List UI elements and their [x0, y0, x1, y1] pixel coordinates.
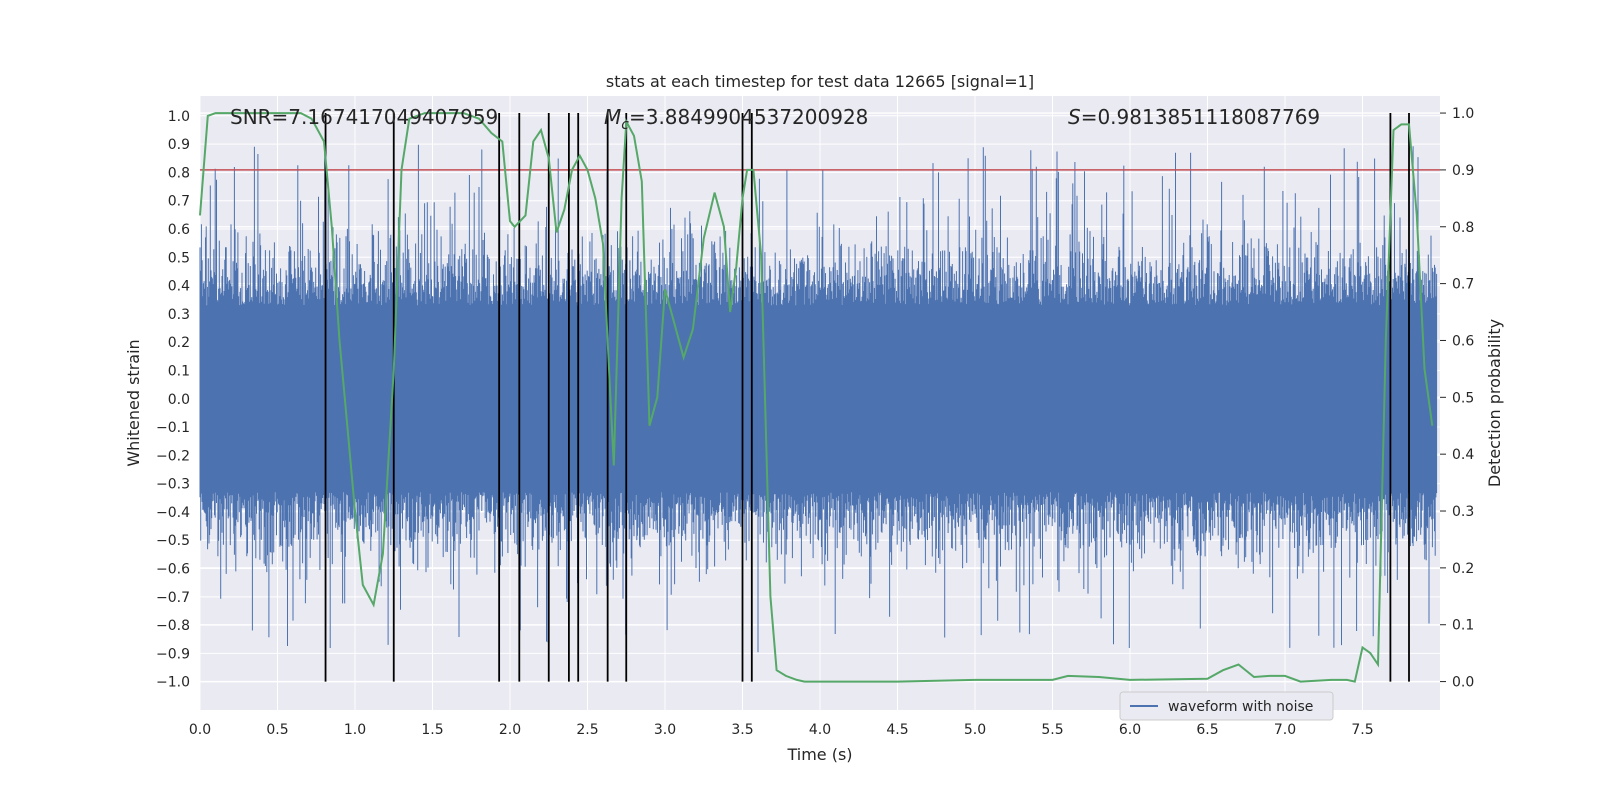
- x-tick-label: 4.5: [886, 722, 908, 738]
- y-left-axis-label: Whitened strain: [124, 339, 143, 466]
- y-right-tick-label: 0.7: [1452, 277, 1474, 293]
- x-tick-labels: 0.0 0.5 1.0 1.5 2.0 2.5 3.0 3.5 4.0 4.5 5.0 5.5 6.0 6…: [189, 722, 1374, 738]
- chart-title: stats at each timestep for test data 126…: [606, 72, 1034, 91]
- legend-label: waveform with noise: [1168, 699, 1313, 715]
- y-right-tick-label: 0.9: [1452, 163, 1474, 179]
- y-right-tick-label: 1.0: [1452, 106, 1474, 122]
- y-left-tick-label: 0.5: [168, 250, 190, 266]
- y-left-tick-label: −0.9: [156, 646, 190, 662]
- x-tick-label: 3.0: [654, 722, 676, 738]
- y-left-tick-label: 0.0: [168, 392, 190, 408]
- y-left-tick-label: −1.0: [156, 675, 190, 691]
- x-tick-label: 0.5: [266, 722, 288, 738]
- y-left-tick-label: 0.9: [168, 137, 190, 153]
- mc-annotation: Mc=3.8849904537200928: [604, 105, 868, 133]
- y-left-tick-label: 0.8: [168, 165, 190, 181]
- y-right-tick-label: 0.6: [1452, 333, 1474, 349]
- y-left-tick-label: 0.3: [168, 307, 190, 323]
- y-right-tick-labels: 1.0 0.9 0.8 0.7 0.6 0.5 0.4 0.3 0.2 0.1 0.0: [1440, 106, 1474, 691]
- x-tick-label: 1.5: [421, 722, 443, 738]
- x-tick-label: 7.0: [1274, 722, 1296, 738]
- y-left-tick-label: 0.4: [168, 279, 190, 295]
- y-left-tick-label: −0.5: [156, 533, 190, 549]
- y-left-tick-label: −0.7: [156, 590, 190, 606]
- y-right-tick-label: 0.2: [1452, 561, 1474, 577]
- x-tick-label: 7.5: [1351, 722, 1373, 738]
- y-right-tick-label: 0.5: [1452, 390, 1474, 406]
- y-left-tick-label: 0.7: [168, 194, 190, 210]
- y-right-axis-label: Detection probability: [1485, 319, 1504, 487]
- y-left-tick-label: −0.3: [156, 477, 190, 493]
- x-tick-label: 2.0: [499, 722, 521, 738]
- x-tick-label: 5.0: [964, 722, 986, 738]
- y-left-tick-labels: 1.0 0.9 0.8 0.7 0.6 0.5 0.4 0.3 0.2 0.1 0.0 −0.1 −0.…: [156, 109, 190, 691]
- snr-annotation: SNR=7.167417049407959: [230, 105, 498, 129]
- legend: waveform with noise: [1119, 691, 1334, 721]
- x-tick-label: 2.5: [576, 722, 598, 738]
- x-tick-label: 1.0: [344, 722, 366, 738]
- y-right-tick-label: 0.8: [1452, 220, 1474, 236]
- x-tick-label: 5.5: [1041, 722, 1063, 738]
- legend-box: [1119, 691, 1334, 721]
- y-left-tick-label: 1.0: [168, 109, 190, 125]
- y-right-tick-label: 0.3: [1452, 504, 1474, 520]
- x-tick-label: 0.0: [189, 722, 211, 738]
- y-right-tick-label: 0.4: [1452, 447, 1474, 463]
- y-left-tick-label: −0.8: [156, 618, 190, 634]
- s-annotation: S=0.9813851118087769: [1068, 105, 1320, 129]
- x-tick-label: 3.5: [731, 722, 753, 738]
- y-left-tick-label: 0.1: [168, 363, 190, 379]
- x-tick-label: 4.0: [809, 722, 831, 738]
- y-right-tick-label: 0.0: [1452, 675, 1474, 691]
- x-tick-label: 6.0: [1119, 722, 1141, 738]
- y-left-tick-label: 0.6: [168, 222, 190, 238]
- y-left-tick-label: 0.2: [168, 335, 190, 351]
- y-left-tick-label: −0.2: [156, 448, 190, 464]
- detection-probability-line: [199, 112, 1434, 683]
- y-left-tick-label: −0.1: [156, 420, 190, 436]
- x-tick-label: 6.5: [1196, 722, 1218, 738]
- y-left-tick-label: −0.6: [156, 562, 190, 578]
- y-right-tick-label: 0.1: [1452, 618, 1474, 634]
- y-left-tick-label: −0.4: [156, 505, 190, 521]
- x-axis-label: Time (s): [786, 745, 852, 764]
